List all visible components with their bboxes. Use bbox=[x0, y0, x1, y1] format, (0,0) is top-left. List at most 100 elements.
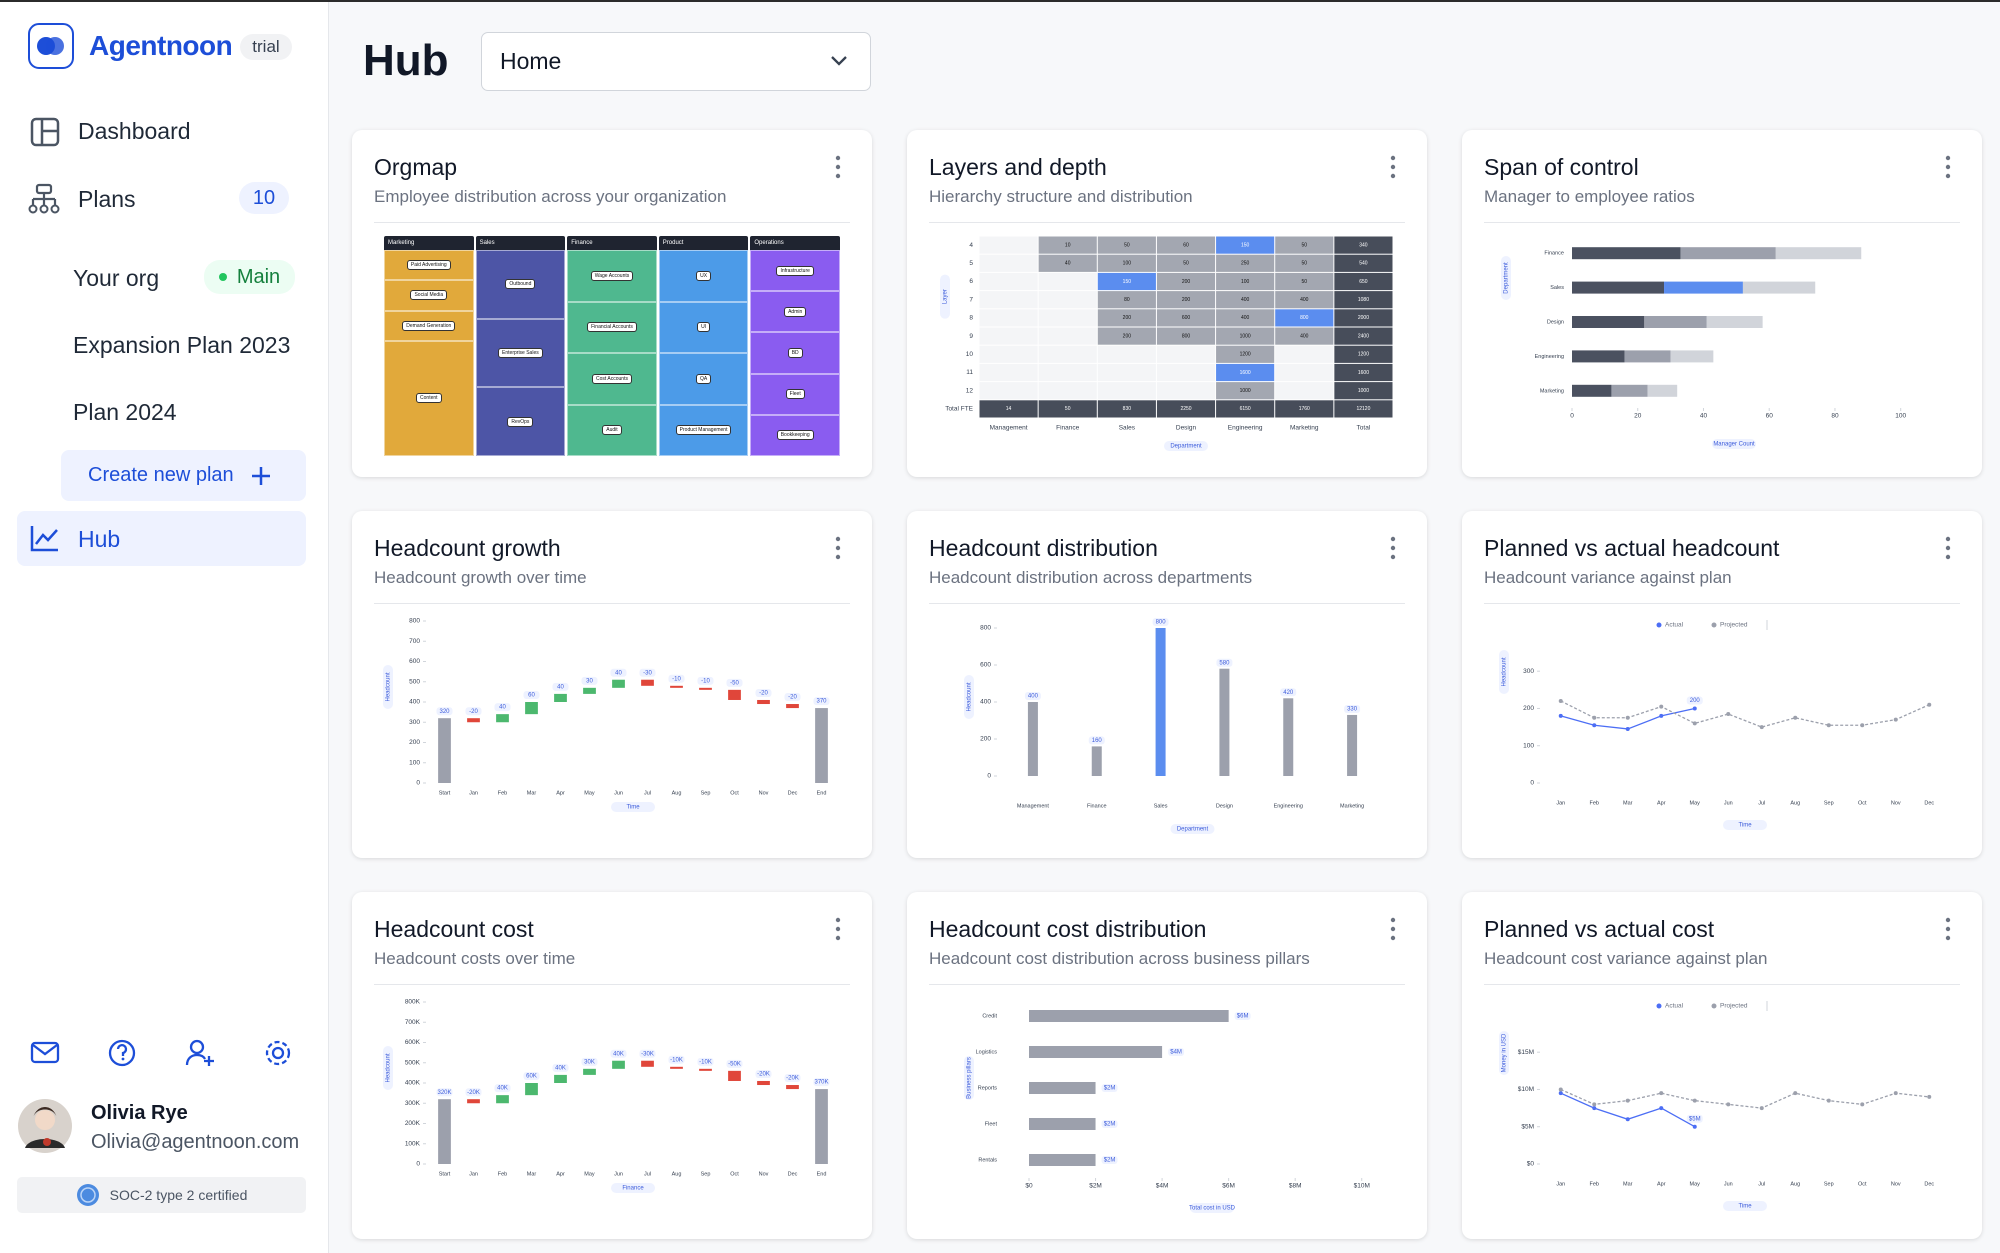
card-menu[interactable] bbox=[1944, 916, 1952, 942]
card-menu[interactable] bbox=[1389, 916, 1397, 942]
waterfall-bar bbox=[525, 702, 538, 715]
waterfall-bar bbox=[757, 1080, 770, 1086]
value-label-pill bbox=[755, 1069, 772, 1078]
nav-plans[interactable]: Plans bbox=[78, 186, 136, 212]
card-menu[interactable] bbox=[1389, 154, 1397, 180]
card-divider bbox=[929, 984, 1405, 985]
waterfall-bar bbox=[699, 687, 712, 690]
x-tick-label: Mar bbox=[1623, 1181, 1633, 1187]
empty-cell bbox=[1275, 345, 1334, 363]
x-tick-label: Apr bbox=[1657, 800, 1666, 806]
x-tick-label: Nov bbox=[759, 1171, 769, 1177]
waterfall-bar bbox=[583, 687, 596, 694]
cell-value: 2000 bbox=[1358, 315, 1369, 321]
waterfall-bar bbox=[583, 1068, 596, 1075]
axis-title-pill bbox=[1723, 820, 1767, 830]
x-tick-label: May bbox=[1690, 800, 1701, 806]
help-icon[interactable] bbox=[108, 1039, 136, 1067]
value-label: 400 bbox=[1028, 694, 1039, 700]
heat-cell bbox=[1334, 272, 1393, 291]
heat-cell bbox=[1156, 272, 1216, 291]
team-label: Social Media bbox=[410, 290, 448, 301]
waterfall-bar bbox=[467, 718, 480, 723]
card-menu[interactable] bbox=[834, 535, 842, 561]
x-tick-label: Feb bbox=[498, 1171, 507, 1177]
nav-dashboard[interactable]: Dashboard bbox=[78, 118, 191, 144]
chevron bbox=[831, 56, 847, 66]
invite-icon[interactable] bbox=[185, 1039, 214, 1066]
nav-hub[interactable]: Hub bbox=[78, 526, 121, 552]
create-plan-button[interactable]: Create new plan bbox=[61, 450, 306, 501]
y-tick-label: 0 bbox=[1530, 780, 1534, 787]
y-tick-label: Fleet bbox=[985, 1121, 998, 1127]
menu-dot bbox=[1945, 554, 1951, 560]
card-title: Headcount cost bbox=[374, 916, 534, 942]
bar bbox=[1283, 698, 1294, 776]
x-tick-label: Jan bbox=[1556, 1181, 1565, 1187]
axis-title-pill bbox=[964, 1056, 974, 1100]
heat-cell bbox=[1097, 236, 1156, 254]
data-point bbox=[1826, 1098, 1831, 1103]
team-label: Audit bbox=[602, 425, 622, 436]
data-point bbox=[1927, 702, 1932, 707]
data-point bbox=[1558, 1091, 1563, 1096]
heat-cell bbox=[1156, 309, 1216, 327]
waterfall-bar bbox=[728, 1070, 741, 1081]
x-tick-label: 80 bbox=[1831, 413, 1839, 420]
hub-dropdown[interactable]: Home bbox=[481, 32, 871, 91]
axis-title-pill bbox=[383, 1046, 393, 1090]
cell-value: 2250 bbox=[1180, 406, 1191, 412]
card-subtitle: Employee distribution across your organi… bbox=[374, 187, 727, 206]
y-axis-title: Headcount bbox=[1502, 657, 1508, 686]
cell-value: 80 bbox=[1124, 297, 1130, 303]
x-tick-label: $8M bbox=[1289, 1183, 1302, 1190]
y-tick-label: $0 bbox=[1527, 1161, 1535, 1168]
card-divider bbox=[1484, 603, 1960, 604]
empty-cell bbox=[1038, 272, 1097, 291]
hub-active[interactable] bbox=[17, 511, 306, 566]
card-menu[interactable] bbox=[834, 916, 842, 942]
user-email: Olivia@agentnoon.com bbox=[91, 1131, 300, 1153]
card-menu[interactable] bbox=[1389, 535, 1397, 561]
settings-icon[interactable] bbox=[265, 1040, 291, 1066]
data-point bbox=[1860, 1102, 1865, 1107]
card-menu[interactable] bbox=[1944, 154, 1952, 180]
cell-value: 50 bbox=[1302, 242, 1308, 248]
waterfall-bar bbox=[786, 704, 799, 709]
plan-item[interactable]: Plan 2024 bbox=[73, 399, 177, 425]
card-menu[interactable] bbox=[834, 154, 842, 180]
data-point bbox=[1692, 706, 1697, 711]
y-axis-title: Business pillars bbox=[967, 1057, 973, 1099]
chart-card: Span of control Manager to employee ratio… bbox=[1462, 130, 1982, 477]
data-point bbox=[1625, 726, 1630, 731]
column-label: Sales bbox=[1119, 425, 1136, 432]
mail-icon[interactable] bbox=[30, 1041, 60, 1064]
data-point bbox=[1625, 1117, 1630, 1122]
y-axis-title: Headcount bbox=[967, 682, 973, 711]
x-tick-label: 0 bbox=[1570, 413, 1574, 420]
data-point bbox=[1692, 1124, 1697, 1129]
card-subtitle: Headcount cost variance against plan bbox=[1484, 949, 1768, 968]
row-label: 4 bbox=[969, 242, 973, 249]
value-label: 160 bbox=[1092, 738, 1103, 744]
value-label: -20K bbox=[467, 1090, 480, 1096]
menu-dot bbox=[1390, 935, 1396, 941]
department-name: Sales bbox=[475, 236, 566, 250]
heat-cell bbox=[1216, 236, 1275, 254]
plan-item[interactable]: Expansion Plan 2023 bbox=[73, 332, 291, 358]
x-tick-label: Finance bbox=[1087, 803, 1107, 809]
x-tick-label: 40 bbox=[1700, 413, 1708, 420]
plans-icon bbox=[28, 183, 60, 214]
cell-value: 1600 bbox=[1240, 370, 1251, 376]
y-tick-label: Rentals bbox=[978, 1157, 997, 1163]
cell-value: 100 bbox=[1123, 261, 1132, 267]
waterfall-bar bbox=[612, 1060, 625, 1069]
column-label: Design bbox=[1176, 425, 1197, 432]
menu-dot bbox=[1945, 164, 1951, 170]
plan-item[interactable]: Your org bbox=[73, 265, 160, 291]
bar bbox=[1347, 714, 1358, 776]
card-menu[interactable] bbox=[1944, 535, 1952, 561]
x-tick-label: Jul bbox=[644, 1171, 651, 1177]
team-block: Cost Accounts bbox=[567, 353, 657, 405]
